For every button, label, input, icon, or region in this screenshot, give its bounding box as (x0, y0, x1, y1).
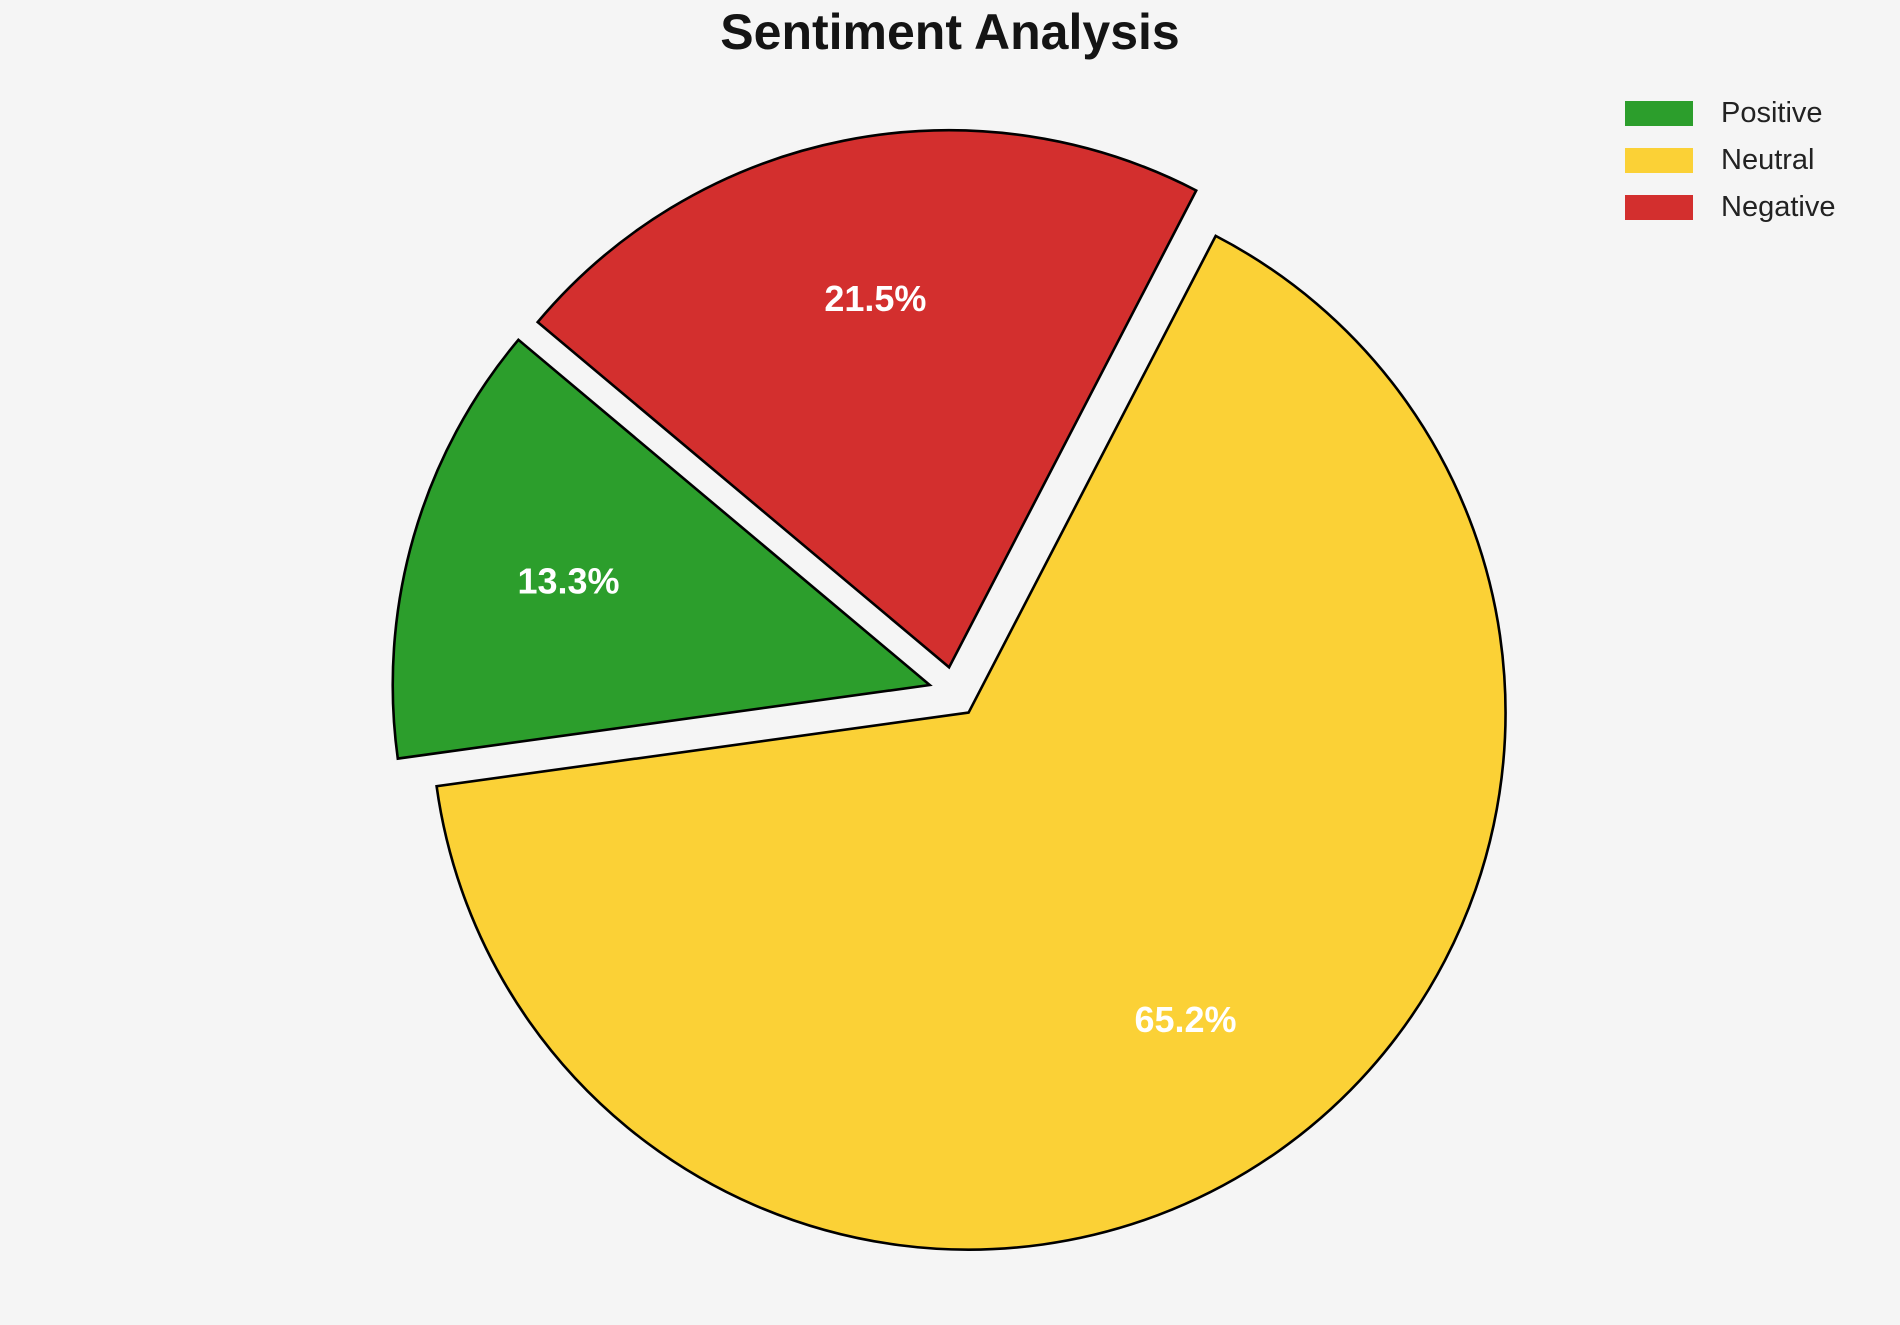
pie-slice-positive (391, 337, 933, 761)
pct-label-neutral: 65.2% (1134, 999, 1236, 1040)
chart-title: Sentiment Analysis (720, 4, 1180, 60)
legend-label-neutral: Neutral (1721, 144, 1815, 176)
legend-swatch-positive (1625, 101, 1693, 126)
legend-swatch-negative (1625, 195, 1693, 220)
legend-item-positive: Positive (1625, 97, 1835, 129)
legend-label-positive: Positive (1721, 97, 1823, 129)
pct-label-positive: 13.3% (517, 561, 619, 602)
legend-item-negative: Negative (1625, 191, 1835, 223)
pie-slice-negative (535, 129, 1198, 670)
pct-label-negative: 21.5% (824, 278, 926, 319)
legend-item-neutral: Neutral (1625, 144, 1835, 176)
legend-swatch-neutral (1625, 148, 1693, 173)
legend: Positive Neutral Negative (1625, 97, 1835, 242)
legend-label-negative: Negative (1721, 191, 1836, 223)
pie-slice-neutral (435, 234, 1507, 1251)
